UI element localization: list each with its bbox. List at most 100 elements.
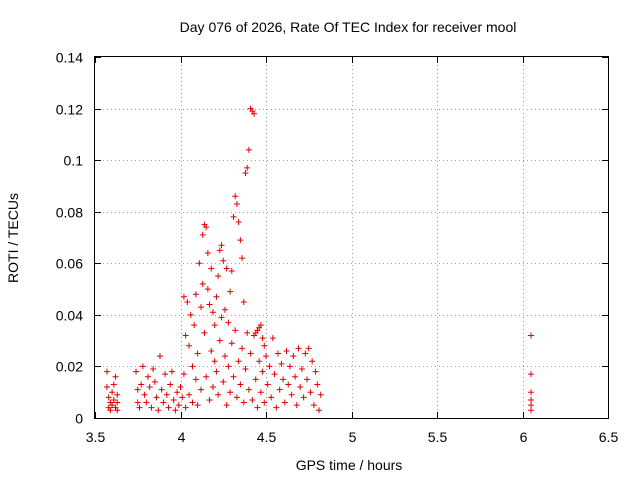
data-point bbox=[300, 394, 307, 401]
data-point bbox=[187, 311, 194, 318]
y-tick-label: 0.1 bbox=[64, 153, 84, 169]
data-point bbox=[232, 193, 239, 200]
data-point bbox=[254, 404, 261, 411]
data-point bbox=[305, 345, 312, 352]
data-point bbox=[528, 396, 535, 403]
plot-frame bbox=[94, 56, 609, 419]
data-point bbox=[150, 366, 157, 373]
data-point bbox=[184, 298, 191, 305]
data-point bbox=[227, 389, 234, 396]
data-point bbox=[182, 332, 189, 339]
data-point bbox=[112, 373, 119, 380]
data-series-roti bbox=[103, 105, 535, 414]
data-point bbox=[199, 280, 206, 287]
data-point bbox=[225, 319, 232, 326]
data-point bbox=[110, 396, 117, 403]
data-point bbox=[269, 335, 276, 342]
data-point bbox=[133, 368, 140, 375]
data-point bbox=[186, 342, 193, 349]
x-tick-label: 6 bbox=[520, 429, 528, 445]
data-point bbox=[138, 381, 145, 388]
data-point bbox=[281, 399, 288, 406]
data-point bbox=[235, 219, 242, 226]
data-point bbox=[143, 399, 150, 406]
data-point bbox=[189, 399, 196, 406]
y-axis-label: ROTI / TECUs bbox=[5, 193, 21, 283]
data-point bbox=[298, 366, 305, 373]
data-point bbox=[196, 260, 203, 267]
data-point bbox=[155, 407, 162, 414]
data-point bbox=[136, 404, 143, 411]
data-point bbox=[233, 200, 240, 207]
data-point bbox=[256, 358, 263, 365]
data-point bbox=[312, 368, 319, 375]
data-point bbox=[528, 389, 535, 396]
data-point bbox=[209, 384, 216, 391]
data-point bbox=[273, 404, 280, 411]
data-point bbox=[194, 350, 201, 357]
data-point bbox=[180, 293, 187, 300]
data-point bbox=[151, 378, 158, 385]
data-point bbox=[163, 391, 170, 398]
x-tick-label: 4.5 bbox=[257, 429, 277, 445]
data-point bbox=[192, 291, 199, 298]
data-point bbox=[242, 170, 249, 177]
data-point bbox=[206, 396, 213, 403]
chart-title: Day 076 of 2026, Rate Of TEC Index for r… bbox=[180, 19, 517, 35]
data-point bbox=[215, 391, 222, 398]
data-point bbox=[293, 402, 300, 409]
data-point bbox=[208, 347, 215, 354]
data-point bbox=[266, 363, 273, 370]
data-point bbox=[180, 371, 187, 378]
data-point bbox=[103, 368, 110, 375]
x-tick-label: 6.5 bbox=[599, 429, 619, 445]
data-point bbox=[237, 381, 244, 388]
data-point bbox=[288, 391, 295, 398]
data-point bbox=[309, 358, 316, 365]
data-point bbox=[107, 407, 114, 414]
data-point bbox=[271, 371, 278, 378]
data-point bbox=[203, 373, 210, 380]
data-point bbox=[194, 402, 201, 409]
data-point bbox=[259, 335, 266, 342]
data-point bbox=[240, 298, 247, 305]
data-point bbox=[237, 237, 244, 244]
y-tick-label: 0.14 bbox=[56, 50, 83, 66]
data-point bbox=[307, 389, 314, 396]
data-point bbox=[233, 394, 240, 401]
y-tick-label: 0.04 bbox=[56, 308, 83, 324]
data-point bbox=[278, 360, 285, 367]
x-axis-label: GPS time / hours bbox=[296, 457, 403, 473]
data-point bbox=[528, 402, 535, 409]
data-point bbox=[257, 322, 264, 329]
data-point bbox=[182, 404, 189, 411]
grid bbox=[95, 57, 608, 418]
data-point bbox=[105, 394, 112, 401]
data-point bbox=[227, 288, 234, 295]
data-point bbox=[249, 396, 256, 403]
data-point bbox=[264, 381, 271, 388]
data-point bbox=[223, 265, 230, 272]
data-point bbox=[239, 345, 246, 352]
data-point bbox=[225, 363, 232, 370]
data-point bbox=[170, 396, 177, 403]
data-point bbox=[285, 381, 292, 388]
data-point bbox=[286, 363, 293, 370]
data-point bbox=[204, 249, 211, 256]
data-point bbox=[109, 389, 116, 396]
data-point bbox=[295, 345, 302, 352]
data-point bbox=[314, 381, 321, 388]
data-point bbox=[251, 110, 258, 117]
axis-ticks: 3.5 4 4.5 5 5.5 6 6.5 0 0.02 0.04 0.06 0.08 0.1 0.12 0… bbox=[56, 50, 619, 446]
data-point bbox=[228, 268, 235, 275]
data-point bbox=[216, 337, 223, 344]
data-point bbox=[283, 347, 290, 354]
data-point bbox=[292, 373, 299, 380]
data-point bbox=[274, 350, 281, 357]
data-point bbox=[211, 322, 218, 329]
data-point bbox=[245, 386, 252, 393]
x-tick-label: 4 bbox=[178, 429, 186, 445]
data-point bbox=[240, 399, 247, 406]
data-point bbox=[162, 371, 169, 378]
data-point bbox=[261, 399, 268, 406]
